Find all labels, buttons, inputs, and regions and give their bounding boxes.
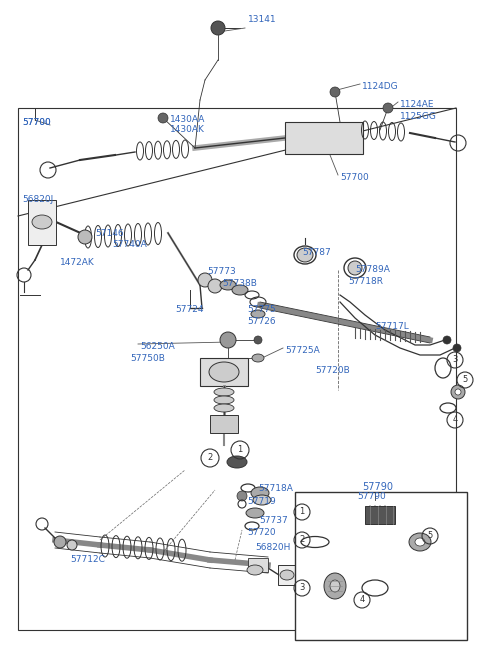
Ellipse shape (415, 538, 425, 546)
Bar (248, 558, 268, 572)
Circle shape (237, 491, 247, 501)
Text: 57738B: 57738B (222, 279, 257, 288)
Text: 57787: 57787 (302, 248, 331, 257)
Text: 57146: 57146 (95, 229, 124, 238)
Ellipse shape (78, 230, 92, 244)
Text: 1124AE: 1124AE (400, 100, 434, 109)
Circle shape (330, 87, 340, 97)
Ellipse shape (280, 570, 294, 580)
Ellipse shape (253, 495, 271, 505)
Ellipse shape (214, 404, 234, 412)
Text: 57775: 57775 (247, 305, 276, 314)
Text: 2: 2 (207, 453, 213, 463)
Text: 57750B: 57750B (130, 354, 165, 363)
Ellipse shape (348, 261, 362, 275)
Circle shape (220, 332, 236, 348)
Text: 4: 4 (360, 596, 365, 604)
Ellipse shape (409, 533, 431, 551)
Text: 56820J: 56820J (22, 195, 53, 204)
Text: 57737: 57737 (259, 516, 288, 525)
Text: 57724: 57724 (175, 305, 204, 314)
Ellipse shape (451, 385, 465, 399)
Circle shape (208, 279, 222, 293)
Ellipse shape (214, 388, 234, 396)
Ellipse shape (209, 362, 239, 382)
Text: 1472AK: 1472AK (60, 258, 95, 267)
Ellipse shape (247, 565, 263, 575)
Text: 1: 1 (300, 507, 305, 517)
Text: 57789A: 57789A (355, 265, 390, 274)
Bar (278, 565, 296, 585)
Text: 57790: 57790 (362, 482, 393, 492)
Text: 13141: 13141 (248, 15, 276, 24)
Circle shape (254, 336, 262, 344)
Ellipse shape (251, 487, 269, 499)
Text: 57717L: 57717L (375, 322, 409, 331)
Ellipse shape (32, 215, 52, 229)
Bar (295, 492, 467, 640)
Ellipse shape (252, 354, 264, 362)
Text: 5: 5 (427, 532, 432, 540)
Ellipse shape (67, 540, 77, 550)
Text: 4: 4 (452, 416, 457, 424)
Text: 57712C: 57712C (70, 555, 105, 564)
Text: 1430AK: 1430AK (170, 125, 205, 134)
Text: 57720: 57720 (247, 528, 276, 537)
Ellipse shape (227, 456, 247, 468)
Text: 57720B: 57720B (315, 366, 350, 375)
Text: 3: 3 (452, 355, 458, 364)
Circle shape (198, 273, 212, 287)
Text: 57740A: 57740A (112, 240, 147, 249)
Text: 1125GG: 1125GG (400, 112, 437, 121)
Circle shape (453, 344, 461, 352)
Ellipse shape (455, 389, 461, 395)
Text: 57718A: 57718A (258, 484, 293, 493)
Ellipse shape (220, 280, 236, 290)
Text: 57773: 57773 (207, 267, 236, 276)
Text: 57790: 57790 (357, 492, 386, 501)
Circle shape (443, 336, 451, 344)
Text: 56820H: 56820H (255, 543, 290, 552)
Ellipse shape (297, 248, 313, 262)
Ellipse shape (251, 310, 265, 318)
Circle shape (383, 103, 393, 113)
Text: 1124DG: 1124DG (362, 82, 398, 91)
Bar (200, 358, 248, 386)
Bar (18, 108, 456, 630)
Text: 57726: 57726 (247, 317, 276, 326)
Bar (365, 506, 395, 524)
Text: 57700: 57700 (22, 118, 51, 127)
Ellipse shape (330, 580, 340, 592)
Text: 57700: 57700 (22, 118, 51, 127)
Text: 57725A: 57725A (285, 346, 320, 355)
Text: 56250A: 56250A (140, 342, 175, 351)
Text: 1430AA: 1430AA (170, 115, 205, 124)
Ellipse shape (232, 285, 248, 295)
Bar (210, 415, 238, 433)
Ellipse shape (54, 536, 66, 548)
Ellipse shape (214, 396, 234, 404)
Bar (285, 122, 363, 154)
Circle shape (211, 21, 225, 35)
Text: 57718R: 57718R (348, 277, 383, 286)
Ellipse shape (324, 573, 346, 599)
Text: 1: 1 (238, 445, 242, 455)
Text: 57700: 57700 (340, 173, 369, 182)
Bar (28, 200, 56, 245)
Ellipse shape (246, 508, 264, 518)
Circle shape (158, 113, 168, 123)
Text: 57719: 57719 (247, 497, 276, 506)
Text: 3: 3 (300, 583, 305, 592)
Text: 5: 5 (462, 376, 468, 384)
Text: 2: 2 (300, 536, 305, 544)
